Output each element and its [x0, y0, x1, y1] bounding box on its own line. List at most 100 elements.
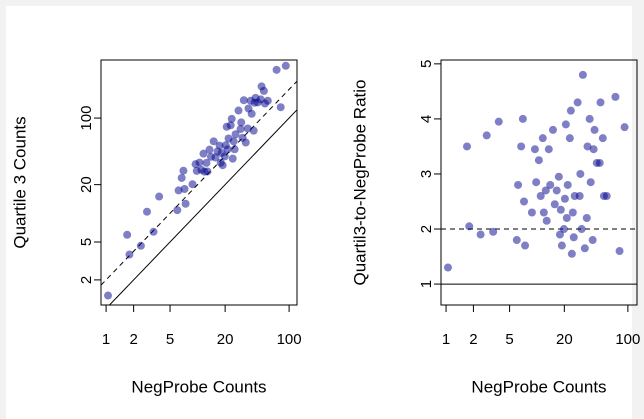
y-tick-label: 4: [418, 115, 435, 123]
point: [203, 167, 212, 176]
point: [231, 130, 240, 139]
point: [561, 120, 570, 129]
y-axis-title: Quartil3-to-NegProbe Ratio: [350, 80, 369, 286]
point: [476, 230, 485, 239]
point: [512, 236, 521, 245]
point: [576, 169, 585, 178]
point: [586, 178, 595, 187]
point: [123, 230, 132, 239]
point: [615, 247, 624, 256]
point: [220, 152, 229, 161]
point: [573, 98, 582, 107]
point: [239, 96, 248, 105]
point: [518, 114, 527, 123]
point: [142, 207, 151, 216]
x-tick-label: 5: [166, 331, 174, 348]
point: [578, 70, 587, 79]
point: [598, 134, 607, 143]
point: [465, 222, 474, 231]
point: [557, 241, 566, 250]
point: [215, 141, 224, 150]
x-tick-label: 2: [129, 331, 137, 348]
point: [542, 216, 551, 225]
plot-frame: [440, 59, 638, 306]
point: [569, 233, 578, 242]
y-axis-title: Quartile 3 Counts: [10, 116, 29, 248]
point: [247, 109, 256, 118]
point: [188, 180, 197, 189]
x-tick-label: 5: [505, 331, 513, 348]
point: [177, 173, 186, 182]
point: [211, 153, 220, 162]
point: [230, 145, 239, 154]
point: [596, 98, 605, 107]
point: [539, 208, 548, 217]
y-tick-label: 100: [78, 106, 95, 131]
plot-area: [101, 61, 297, 305]
point: [462, 142, 471, 151]
point: [585, 114, 594, 123]
y-tick-label: 3: [418, 170, 435, 178]
point: [180, 184, 189, 193]
point: [249, 126, 258, 135]
point: [550, 200, 559, 209]
panel: 1 2 5 20 100 2 5 20 100 NegProbe Counts Quartile 3…: [10, 59, 302, 396]
point: [227, 114, 236, 123]
point: [567, 249, 576, 258]
point: [259, 86, 268, 95]
point: [276, 103, 285, 112]
point: [241, 138, 250, 147]
point: [205, 145, 214, 154]
point: [559, 225, 568, 234]
point: [566, 106, 575, 115]
point: [521, 241, 530, 250]
point: [575, 191, 584, 200]
point: [548, 125, 557, 134]
point: [482, 131, 491, 140]
point: [560, 194, 569, 203]
point: [577, 225, 586, 234]
panel: 1 2 5 20 100 1 2 3 4 5 NegProbe Counts Quartil3-to-…: [350, 59, 640, 396]
plot-frame: [100, 59, 298, 306]
reference-line: [108, 109, 297, 305]
point: [541, 186, 550, 195]
point: [536, 191, 545, 200]
point: [181, 199, 190, 208]
x-axis-title: NegProbe Counts: [131, 377, 266, 396]
point: [556, 205, 565, 214]
point: [562, 214, 571, 223]
point: [527, 208, 536, 217]
point: [443, 263, 452, 272]
point: [563, 180, 572, 189]
point: [602, 191, 611, 200]
point: [517, 142, 526, 151]
x-tick-label: 100: [277, 331, 302, 348]
point: [228, 154, 237, 163]
x-tick-label: 20: [556, 331, 573, 348]
point: [552, 186, 561, 195]
point: [281, 61, 290, 70]
point: [226, 121, 235, 130]
point: [611, 92, 620, 101]
point: [589, 145, 598, 154]
y-tick-label: 2: [418, 225, 435, 233]
point: [104, 291, 113, 300]
point: [588, 236, 597, 245]
point: [236, 125, 245, 134]
y-tick-label: 5: [418, 60, 435, 68]
point: [489, 227, 498, 236]
x-tick-label: 1: [442, 331, 450, 348]
plot-area: [441, 70, 637, 285]
point: [136, 241, 145, 250]
point: [538, 134, 547, 143]
point: [272, 65, 281, 74]
point: [546, 180, 555, 189]
point: [530, 145, 539, 154]
x-tick-label: 1: [102, 331, 110, 348]
point: [263, 96, 272, 105]
point: [555, 230, 564, 239]
point: [580, 244, 589, 253]
point: [149, 227, 158, 236]
point: [620, 123, 629, 132]
